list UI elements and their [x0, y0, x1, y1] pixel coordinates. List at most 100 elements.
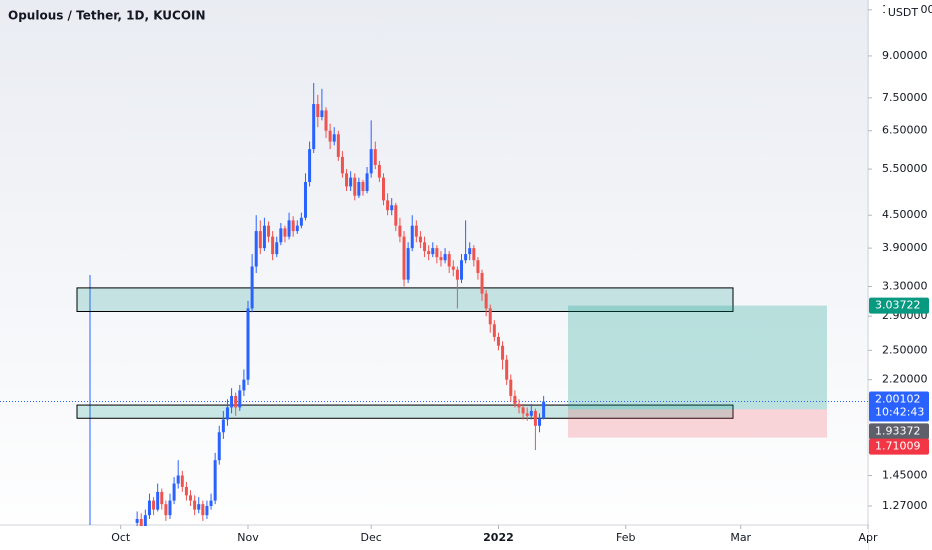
candle-body [225, 407, 229, 420]
candle-body [164, 504, 168, 516]
candle-body [234, 395, 238, 408]
candle-body [221, 419, 225, 433]
y-tick-label: 4.50000 [882, 208, 928, 221]
candle-body [394, 205, 398, 226]
candle-body [246, 308, 250, 380]
entry-price-label: 1.93372 [875, 424, 921, 437]
candle-body [168, 500, 172, 516]
last-price-label-bg [869, 391, 929, 422]
y-tick-label: 5.50000 [882, 162, 928, 175]
candle-body [336, 134, 340, 157]
candle-body [217, 432, 221, 461]
candle-body [414, 225, 418, 237]
candle-body [172, 483, 176, 501]
candle-body [529, 410, 533, 416]
candle-body [386, 200, 390, 211]
candle-body [291, 220, 295, 232]
chart-title: Opulous / Tether, 1D, KUCOIN [8, 9, 206, 23]
candle-body [460, 260, 464, 280]
x-tick-label: Dec [361, 531, 382, 544]
x-tick-label: Oct [111, 531, 131, 544]
x-tick-label: 2022 [483, 531, 514, 544]
candle-body [484, 293, 488, 309]
candle-body [189, 495, 193, 501]
candle-body [431, 248, 435, 255]
candle-body [345, 173, 349, 187]
candle-body [447, 254, 451, 267]
candle-body [279, 228, 283, 243]
candle-body [147, 500, 151, 516]
candle-body [242, 379, 246, 391]
candle-body [472, 248, 476, 261]
y-tick-label: 3.30000 [882, 280, 928, 293]
candle-body [542, 401, 546, 419]
candle-body [418, 236, 422, 243]
candle-body [139, 518, 143, 529]
candle-body [455, 269, 459, 280]
currency-badge [885, 4, 921, 22]
candle-body [324, 110, 328, 131]
candle-body [143, 515, 147, 529]
candle-body [443, 254, 447, 261]
candle-body [254, 231, 258, 267]
candle-body [213, 460, 217, 501]
position-loss [568, 409, 827, 438]
y-tick-label: 3.90000 [882, 241, 928, 254]
candle-body [357, 182, 361, 196]
candle-body [349, 177, 353, 187]
candle-body [209, 500, 213, 506]
candle-body [160, 491, 164, 505]
candle-body [406, 248, 410, 280]
candle-body [287, 220, 291, 237]
candle-body [184, 486, 188, 496]
candle-body [230, 395, 234, 408]
y-tick-label: 1.45000 [882, 468, 928, 481]
stop-price-label: 1.71009 [875, 440, 921, 453]
candle-body [180, 475, 184, 487]
y-tick-label: 2.50000 [882, 343, 928, 356]
candle-body [283, 228, 287, 237]
candle-body [201, 504, 205, 516]
candle-body [488, 308, 492, 325]
candle-body [312, 104, 316, 150]
candle-body [373, 149, 377, 165]
candle-body [303, 182, 307, 218]
candle-body [197, 504, 201, 510]
candle-body [427, 251, 431, 255]
candle-body [299, 217, 303, 226]
candle-body [435, 248, 439, 258]
y-tick-label: 7.50000 [882, 91, 928, 104]
y-tick-label: 2.20000 [882, 373, 928, 386]
candle-body [410, 225, 414, 249]
y-tick-label: 1.27000 [882, 499, 928, 512]
candle-body [156, 491, 160, 510]
candle-body [377, 164, 381, 178]
candle-body [451, 266, 455, 270]
x-tick-label: Feb [616, 531, 635, 544]
candle-body [369, 149, 373, 174]
currency-label: USDT [888, 6, 919, 19]
target-price-label-bg [869, 297, 929, 314]
candle-body [533, 410, 537, 426]
candle-body [480, 272, 484, 294]
candle-body [476, 260, 480, 273]
candle-body [328, 130, 332, 142]
candle-body [365, 173, 369, 192]
candle-body [492, 324, 496, 337]
candle-body [152, 500, 156, 510]
candle-body [316, 104, 320, 117]
candle-body [258, 231, 262, 249]
last-price-label: 2.00102 [875, 392, 921, 405]
candle-body [353, 177, 357, 196]
candle-body [308, 149, 312, 183]
countdown-label: 10:42:43 [875, 405, 924, 418]
candle-body [521, 407, 525, 414]
zone-rectangle [76, 404, 734, 419]
candle-body [505, 359, 509, 380]
candle-body [205, 505, 209, 516]
candle-body [262, 225, 266, 249]
candle-body [501, 345, 505, 360]
candle-body [361, 182, 365, 192]
